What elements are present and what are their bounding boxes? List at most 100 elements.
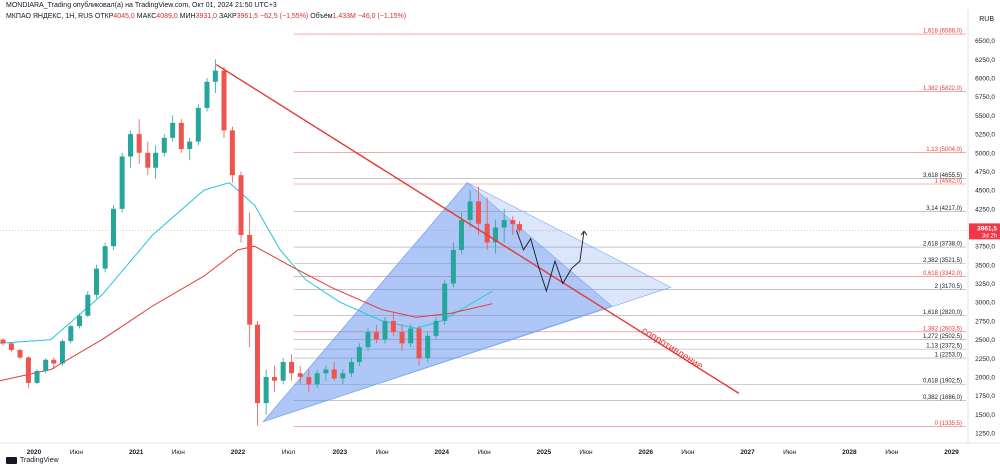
fib-level-label: 3,618 (4655,5) — [923, 173, 962, 179]
candle — [221, 66, 227, 138]
candle — [76, 313, 82, 329]
fib-labels: 0 (1335,5) 0,382 (1686,0) 0,618 (1902,5) 1 … — [923, 29, 962, 428]
fib-level-label: 2,382 (3521,5) — [923, 258, 962, 264]
candle — [25, 356, 31, 389]
fib-level-label: 1,618 (2820,0) — [923, 310, 962, 316]
projection-arrow-icon — [580, 230, 588, 236]
candle — [43, 358, 49, 374]
y-tick-label: 1750,0 — [975, 393, 995, 400]
fib-level-label: 0,382 (1686,0) — [923, 395, 962, 401]
candle-body — [408, 328, 414, 344]
candle — [365, 328, 371, 351]
x-tick-label: 2028 — [842, 449, 857, 456]
candle — [34, 369, 40, 385]
candle — [59, 339, 65, 366]
fib-level-label: 1,382 (2603,5) — [923, 326, 962, 332]
candle — [306, 369, 312, 392]
candle — [51, 357, 57, 370]
candle — [408, 324, 414, 348]
y-tick-label: 6000,0 — [975, 76, 995, 83]
candle-body — [204, 81, 210, 108]
currency-label: RUB — [979, 16, 994, 23]
candle-body — [450, 249, 456, 284]
y-tick-label: 6500,0 — [975, 38, 995, 45]
candle-body — [0, 339, 6, 344]
y-tick-label: 4250,0 — [975, 206, 995, 213]
projection-path — [516, 230, 585, 293]
candle-body — [178, 122, 184, 150]
candle-body — [76, 315, 82, 327]
candle-body — [390, 320, 396, 333]
candle-body — [280, 362, 286, 381]
x-tick-label: Июн — [885, 449, 899, 456]
candle — [314, 369, 320, 389]
volume-label: Объём — [310, 13, 333, 20]
x-tick-label: Июн — [681, 449, 695, 456]
y-tick-label: 1250,0 — [975, 431, 995, 438]
candle — [254, 320, 260, 426]
candle — [145, 141, 151, 176]
candle-body — [382, 320, 388, 340]
price-axis[interactable]: 1250,0 1500,0 1750,0 2000,0 2250,0 2500,0 2750… — [975, 38, 995, 437]
candle-body — [373, 332, 379, 340]
candle-body — [212, 70, 218, 82]
y-tick-label: 2500,0 — [975, 337, 995, 344]
candle-body — [458, 220, 464, 250]
last-price-badge: 3961,53d 2h — [969, 223, 1000, 240]
candle-body — [331, 369, 337, 379]
x-tick-label: 2022 — [231, 449, 246, 456]
y-tick-label: 6250,0 — [975, 57, 995, 64]
candle — [136, 119, 142, 164]
candle — [229, 126, 235, 183]
fib-level-label: 2,618 (3738,0) — [923, 242, 962, 248]
candle-body — [425, 335, 431, 359]
candle-body — [68, 326, 74, 342]
candle — [356, 343, 362, 366]
candle-body — [247, 234, 253, 325]
low-label: МИН — [179, 13, 196, 20]
candle-body — [51, 359, 57, 364]
x-tick-label: Июн — [783, 449, 797, 456]
candle-body — [93, 268, 99, 295]
y-tick-label: 3500,0 — [975, 262, 995, 269]
candle-body — [161, 137, 167, 153]
open-label: ОТКР — [94, 13, 114, 20]
candle-body — [238, 175, 244, 235]
x-tick-label: Июн — [478, 449, 492, 456]
candle — [195, 104, 201, 146]
moving-averages — [0, 182, 493, 382]
x-tick-label: Июн — [375, 449, 389, 456]
candle — [128, 130, 134, 168]
candle-body — [195, 107, 201, 142]
brand[interactable]: TradingView — [6, 457, 59, 464]
candle-body — [145, 152, 151, 168]
candle — [170, 115, 176, 142]
candle-body — [17, 350, 23, 358]
candle-body — [263, 376, 269, 404]
high-value: 4089,0 — [156, 13, 178, 20]
time-axis[interactable]: 2020 Июн 2021 Июн 2022 Июл 2023 Июн 2024 Июн 2025 И… — [27, 449, 959, 456]
x-tick-label: 2029 — [944, 449, 959, 456]
candle — [93, 264, 99, 299]
open-value: 4045,0 — [113, 13, 135, 20]
candle — [425, 332, 431, 363]
candle-body — [153, 152, 159, 168]
candle — [17, 348, 23, 360]
candle — [8, 342, 14, 353]
candle-body — [306, 376, 312, 385]
candle-body — [254, 324, 260, 404]
candle — [475, 186, 481, 235]
candle — [493, 220, 499, 254]
x-tick-label: 2020 — [27, 449, 42, 456]
x-tick-label: Июн — [172, 449, 186, 456]
low-value: 3931,0 — [195, 13, 218, 20]
candle-body — [356, 347, 362, 363]
candle — [68, 324, 74, 344]
fib-lines — [0, 33, 968, 427]
ma-red-line — [0, 245, 493, 382]
candle-body — [433, 320, 439, 336]
candle-body — [365, 332, 371, 348]
candle-body — [467, 201, 473, 221]
candle-body — [510, 220, 516, 225]
